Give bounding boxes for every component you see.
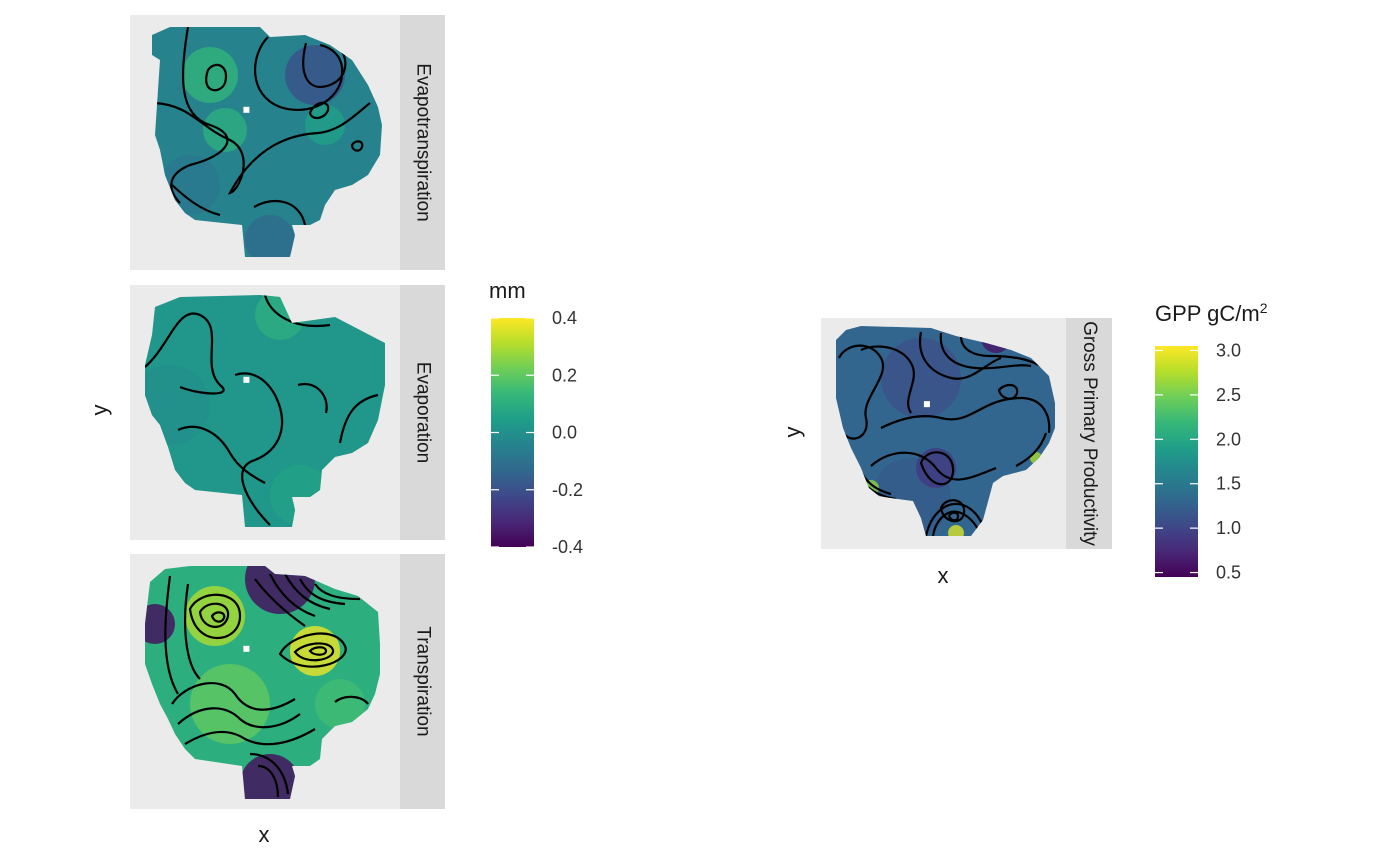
contour-line [997,383,1019,400]
contour-line [154,101,371,195]
contour-line [171,184,221,217]
legend-tick-label: 3.0 [1216,340,1241,360]
facet-panel: Gross Primary Productivity [821,318,1112,549]
x-axis-title: x [259,822,270,847]
legend-tick-label: 2.5 [1216,385,1241,405]
facet-label: Transpiration [412,626,433,736]
facet-strip: Gross Primary Productivity [1066,318,1112,549]
raster-cell [203,108,247,152]
contour-line [1015,432,1048,467]
raster-cell [160,155,220,215]
raster-cell [305,105,345,145]
contour-line [919,451,955,486]
y-axis-title: y [780,427,805,438]
facet-strip: Evaporation [400,285,445,540]
missing-cell [923,401,930,408]
contour-line [838,344,885,440]
contour-line [284,573,331,611]
contour-line [293,642,335,662]
left-chart: Evapotranspiration Evaporation Transpirati… [130,15,445,809]
facet-label: Gross Primary Productivity [1079,321,1100,546]
legend-tick-label: 1.5 [1216,474,1241,494]
contour-line [297,382,328,414]
legend-tick-label: 0.4 [552,308,577,328]
contour-line [234,372,284,526]
contour-line [188,593,242,639]
contour-line [263,295,331,328]
contour-line [171,682,296,711]
facet-label: Evapotranspiration [412,63,433,221]
raster-cell [285,45,345,105]
contour-line [198,602,230,628]
facet-strip: Evapotranspiration [400,15,445,270]
raster-cell [881,338,961,418]
contour-line [269,573,316,618]
contour-line [918,331,1002,380]
facet-panel: Transpiration [130,554,445,809]
raster-cell [315,679,365,729]
right-chart: Gross Primary Productivity [821,318,1112,549]
legend-gpp: GPP gC/m2 3.0 2.5 2.0 1.5 1.0 0.5 [1155,300,1268,583]
legend-tick-label: 2.0 [1216,429,1241,449]
contour-line [870,451,997,481]
raster-cell [240,754,300,799]
facet-label: Evaporation [412,362,433,463]
missing-cell [243,376,250,383]
contour-line [184,583,201,680]
contour-line [177,707,301,729]
raster-cell [245,215,295,257]
facet-panel: Evaporation [130,285,445,540]
contour-line [257,764,280,798]
contour-line [299,578,346,606]
contour-line [880,396,1051,434]
contour-line [338,393,379,444]
legend-mm: mm 0.4 0.2 0.0 -0.2 -0.4 [489,278,583,557]
contour-line [170,27,229,204]
contour-line [302,42,347,88]
contour-line [939,499,966,523]
contour-line [860,345,915,414]
contour-line [334,695,369,705]
contour-line [254,578,306,627]
contour-line [947,511,960,522]
contour-line [308,101,330,120]
raster-cell [948,525,964,536]
legend-tick-label: 0.0 [552,423,577,443]
legend-title: mm [489,278,526,303]
legend-title: GPP gC/m2 [1155,300,1268,326]
legend-tick-label: 0.2 [552,365,577,385]
contour-line [145,312,225,395]
x-axis-title: x [938,563,949,588]
contour-line [278,632,347,668]
legend-tick-label: 1.0 [1216,518,1241,538]
legend-tick-label: -0.2 [552,480,583,500]
contour-line [939,332,1032,370]
contour-line [350,140,364,152]
contour-line [184,728,316,746]
missing-cell [243,106,250,113]
colorbar [1155,346,1198,577]
raster-cell [245,566,315,614]
missing-cell [243,645,250,652]
contour-line [205,63,228,92]
contour-line [210,611,226,623]
contour-line [249,752,290,795]
facet-panel: Evapotranspiration [130,15,445,270]
contour-line [164,575,179,695]
facet-strip: Transpiration [400,554,445,809]
raster-cell [182,47,238,103]
contour-line [177,425,266,484]
y-axis-title: y [87,405,112,416]
contour-line [308,646,328,656]
legend-tick-label: -0.4 [552,537,583,557]
legend-tick-label: 0.5 [1216,563,1241,583]
contour-line [314,583,361,601]
